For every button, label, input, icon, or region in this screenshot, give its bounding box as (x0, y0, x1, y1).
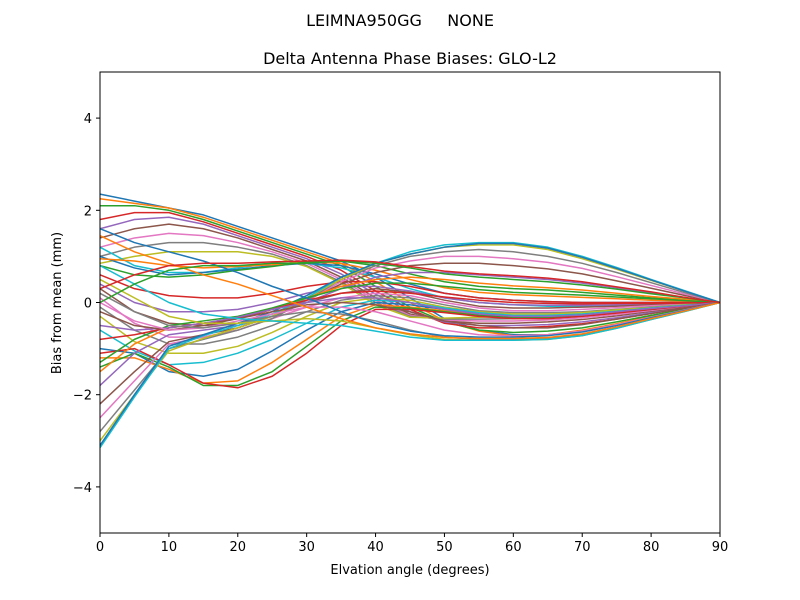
series-line-40 (99, 264, 721, 342)
series-line-36 (99, 301, 721, 331)
x-axis-label: Elvation angle (degrees) (330, 563, 489, 578)
series-line-44 (99, 259, 721, 304)
series-line-25 (99, 271, 721, 387)
y-tick-label: 0 (84, 297, 92, 312)
y-tick-label: −2 (73, 389, 92, 404)
series-line-27 (99, 255, 721, 419)
x-tick-label: 30 (298, 540, 315, 555)
y-tick-label: 4 (84, 112, 92, 127)
series-line-7 (99, 232, 721, 322)
series-line-14 (99, 274, 720, 304)
x-tick-label: 10 (161, 540, 178, 555)
series-line-33 (99, 282, 721, 364)
series-line-6 (99, 223, 721, 324)
chart-title: Delta Antenna Phase Biases: GLO-L2 (263, 49, 557, 68)
series-line-12 (99, 257, 721, 304)
series-line-28 (99, 248, 721, 433)
series-layer (99, 193, 721, 449)
plot-area (99, 71, 721, 534)
x-tick-label: 80 (643, 540, 660, 555)
x-tick-label: 60 (505, 540, 522, 555)
x-tick-label: 0 (96, 540, 104, 555)
y-tick-label: −4 (73, 481, 92, 496)
series-line-15 (99, 283, 721, 313)
x-tick-label: 70 (574, 540, 591, 555)
y-tick-label: 2 (84, 204, 92, 219)
y-axis: −4 −2 0 2 4 (73, 112, 100, 496)
x-tick-label: 20 (230, 540, 247, 555)
series-line-41 (99, 228, 721, 338)
x-axis: 0 10 20 30 40 50 60 70 80 90 (96, 533, 728, 555)
y-axis-label: Bias from mean (mm) (50, 232, 65, 374)
series-line-24 (99, 301, 721, 389)
series-line-43 (99, 260, 721, 304)
figure-suptitle: LEIMNA950GG NONE (306, 11, 494, 30)
x-tick-label: 90 (712, 540, 729, 555)
series-line-19 (99, 297, 721, 354)
x-tick-label: 50 (436, 540, 453, 555)
series-line-42 (99, 234, 721, 340)
series-line-31 (99, 242, 721, 446)
series-line-30 (99, 241, 721, 449)
x-tick-label: 40 (367, 540, 384, 555)
